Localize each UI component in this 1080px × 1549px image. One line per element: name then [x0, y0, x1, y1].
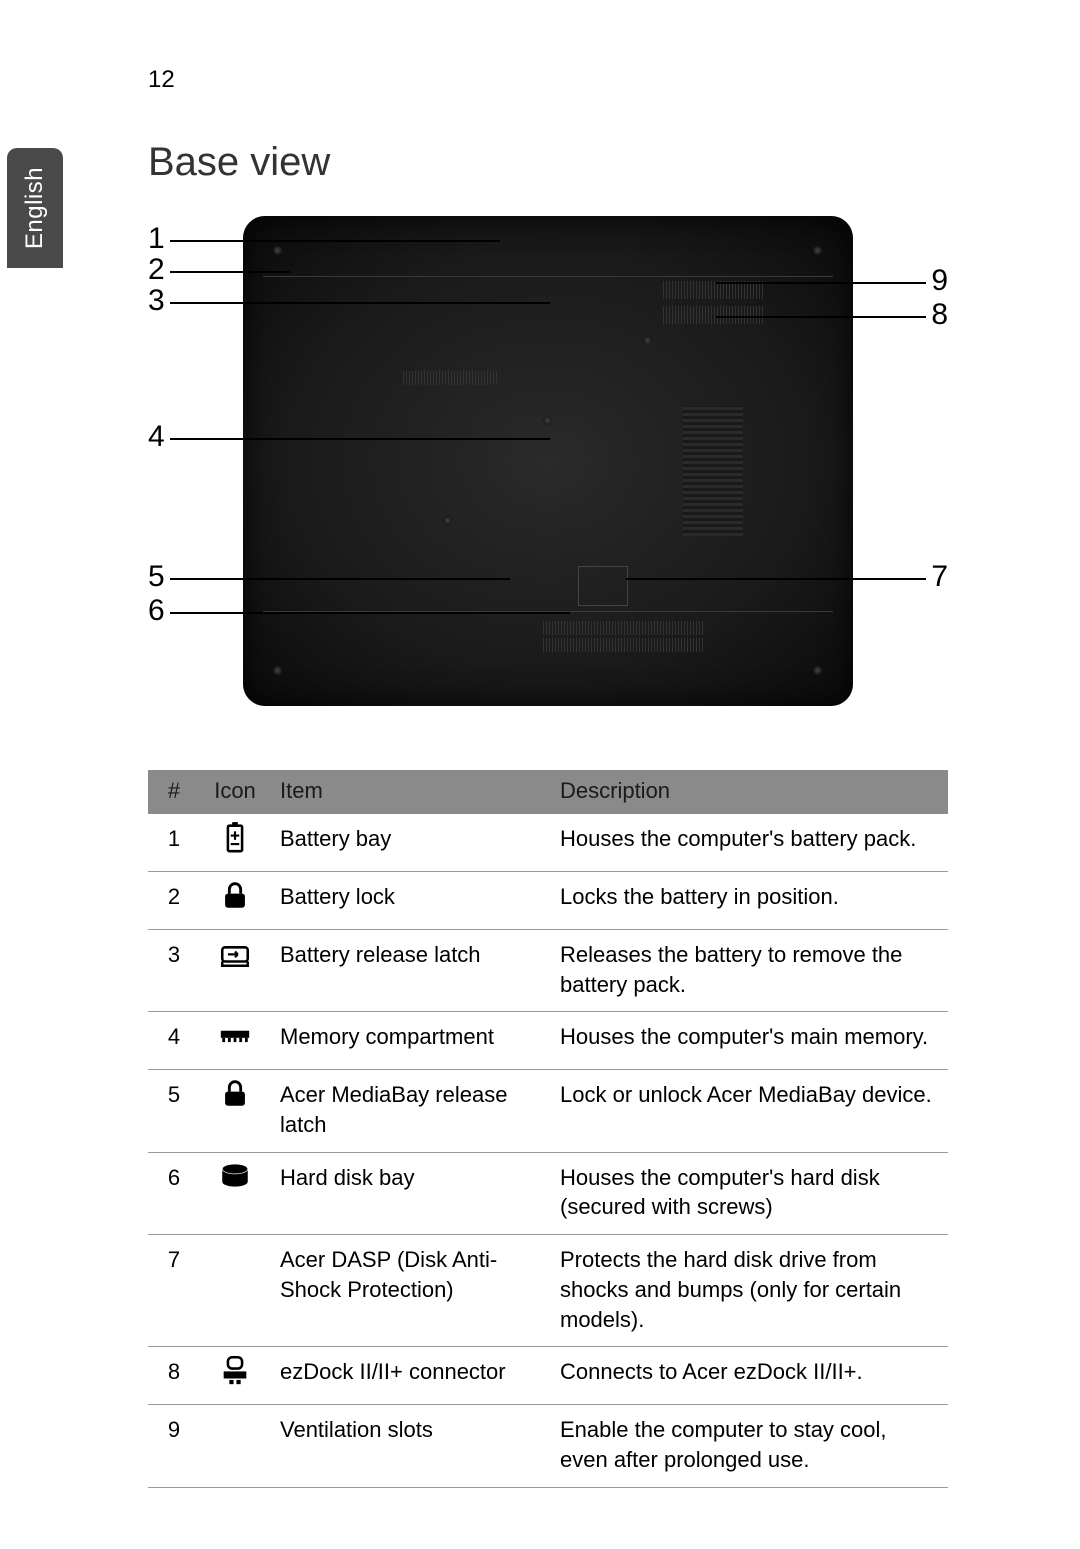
header-icon: Icon: [200, 770, 270, 814]
callout-line: [170, 612, 570, 614]
callout-line: [170, 240, 500, 242]
callout-line: [170, 302, 550, 304]
row-number: 6: [148, 1152, 200, 1234]
table-row: 6 Hard disk bayHouses the computer's hard…: [148, 1152, 948, 1234]
row-description: Houses the computer's hard disk (secured…: [550, 1152, 948, 1234]
header-item: Item: [270, 770, 550, 814]
base-view-diagram: 123 4 56 98 7: [148, 198, 948, 718]
battery-icon: [200, 814, 270, 872]
callout-number: 9: [931, 264, 948, 298]
table-row: 1 Battery bayHouses the computer's batter…: [148, 814, 948, 872]
callout-number: 5: [148, 560, 165, 594]
table-row: 9 Ventilation slotsEnable the computer to…: [148, 1405, 948, 1487]
row-number: 8: [148, 1347, 200, 1405]
row-item: Hard disk bay: [270, 1152, 550, 1234]
language-tab: English: [7, 148, 63, 268]
header-num: #: [148, 770, 200, 814]
table-row: 5 Acer MediaBay release latchLock or unlo…: [148, 1070, 948, 1152]
hdd-icon: [200, 1152, 270, 1234]
callout-number: 7: [931, 560, 948, 594]
row-description: Lock or unlock Acer MediaBay device.: [550, 1070, 948, 1152]
callout-line: [170, 578, 510, 580]
callout-line: [716, 282, 926, 284]
row-description: Enable the computer to stay cool, even a…: [550, 1405, 948, 1487]
row-item: Battery lock: [270, 872, 550, 930]
callout-line: [170, 271, 290, 273]
row-number: 4: [148, 1012, 200, 1070]
memory-icon: [200, 1012, 270, 1070]
row-item: Acer MediaBay release latch: [270, 1070, 550, 1152]
row-number: 9: [148, 1405, 200, 1487]
row-description: Releases the battery to remove the batte…: [550, 930, 948, 1012]
dock-icon: [200, 1347, 270, 1405]
laptop-base-image: [243, 216, 853, 706]
row-number: 2: [148, 872, 200, 930]
callout-line: [170, 438, 550, 440]
latch-icon: [200, 930, 270, 1012]
row-description: Houses the computer's battery pack.: [550, 814, 948, 872]
no-icon: [200, 1235, 270, 1347]
table-row: 7 Acer DASP (Disk Anti-Shock Protection)P…: [148, 1235, 948, 1347]
no-icon: [200, 1405, 270, 1487]
lock-icon: [200, 872, 270, 930]
row-item: Battery release latch: [270, 930, 550, 1012]
table-header-row: # Icon Item Description: [148, 770, 948, 814]
table-row: 3 Battery release latchReleases the batte…: [148, 930, 948, 1012]
lock-icon: [200, 1070, 270, 1152]
table-row: 4 Memory compartmentHouses the computer's…: [148, 1012, 948, 1070]
callout-number: 8: [931, 298, 948, 332]
components-table: # Icon Item Description 1Battery bayHous…: [148, 770, 948, 1488]
row-number: 3: [148, 930, 200, 1012]
callout-number: 1: [148, 222, 165, 256]
row-description: Houses the computer's main memory.: [550, 1012, 948, 1070]
table-row: 8 ezDock II/II+ connectorConnects to Acer…: [148, 1347, 948, 1405]
callout-number: 3: [148, 284, 165, 318]
callout-line: [716, 316, 926, 318]
row-item: ezDock II/II+ connector: [270, 1347, 550, 1405]
row-number: 5: [148, 1070, 200, 1152]
callout-number: 4: [148, 420, 165, 454]
table-row: 2 Battery lockLocks the battery in positi…: [148, 872, 948, 930]
callout-number: 2: [148, 253, 165, 287]
page-number: 12: [148, 66, 175, 94]
row-description: Locks the battery in position.: [550, 872, 948, 930]
callout-line: [626, 578, 926, 580]
row-item: Battery bay: [270, 814, 550, 872]
row-description: Connects to Acer ezDock II/II+.: [550, 1347, 948, 1405]
row-item: Memory compartment: [270, 1012, 550, 1070]
row-description: Protects the hard disk drive from shocks…: [550, 1235, 948, 1347]
row-item: Acer DASP (Disk Anti-Shock Protection): [270, 1235, 550, 1347]
page-heading: Base view: [148, 140, 330, 185]
callout-number: 6: [148, 594, 165, 628]
row-number: 7: [148, 1235, 200, 1347]
row-item: Ventilation slots: [270, 1405, 550, 1487]
header-desc: Description: [550, 770, 948, 814]
language-label: English: [21, 167, 49, 249]
row-number: 1: [148, 814, 200, 872]
